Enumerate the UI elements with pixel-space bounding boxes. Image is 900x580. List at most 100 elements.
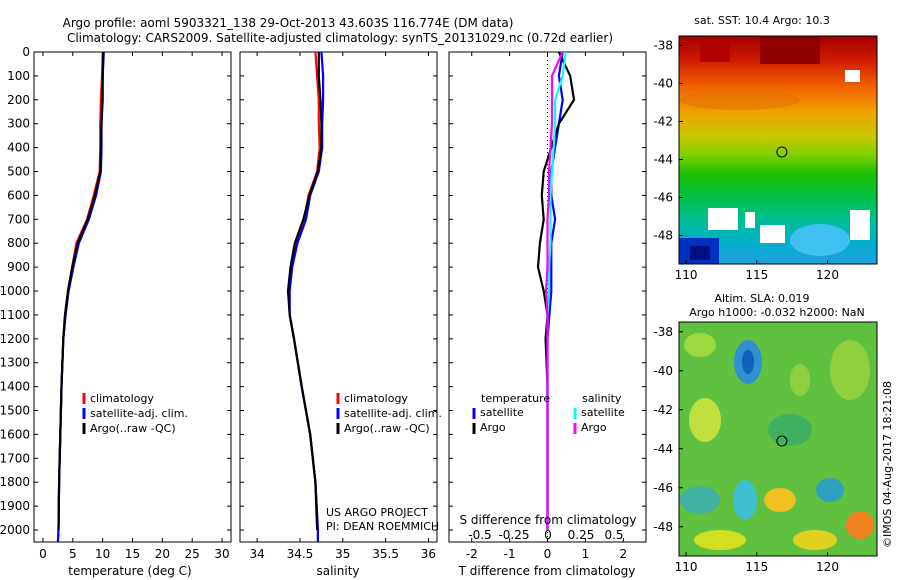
legend-label: Argo(..raw -QC) xyxy=(344,422,430,435)
map-y-tick-label: -46 xyxy=(653,481,673,495)
difference-legend: temperature salinity satellite Argo sate… xyxy=(472,392,625,434)
y-tick-label: 400 xyxy=(7,141,30,155)
project-annotation: US ARGO PROJECT xyxy=(326,506,428,519)
x-tick-label: 25 xyxy=(185,547,200,561)
sla-high xyxy=(694,530,746,550)
series-line xyxy=(56,51,105,543)
map-x-tick-label: 120 xyxy=(816,560,839,574)
s-tick: 0 xyxy=(544,528,552,542)
sst-map-title: sat. SST: 10.4 Argo: 10.3 xyxy=(694,14,830,27)
legend-label: satellite xyxy=(480,406,524,419)
map-y-tick-label: -40 xyxy=(653,364,673,378)
x-tick-label: 36 xyxy=(421,547,436,561)
y-tick-label: 1200 xyxy=(0,332,30,346)
salinity-xlabel: salinity xyxy=(316,564,359,578)
y-tick-label: 0 xyxy=(22,45,30,59)
y-tick-label: 2000 xyxy=(0,523,30,537)
y-tick-label: 200 xyxy=(7,93,30,107)
sla-map-frame xyxy=(678,321,878,557)
difference-chart: -2 -1 0 1 2 xyxy=(449,51,646,561)
map-x-tick-label: 110 xyxy=(675,268,698,282)
map-x-tick-label: 120 xyxy=(816,268,839,282)
x-tick-label: 1 xyxy=(582,547,590,561)
legend-label: climatology xyxy=(90,392,154,405)
sst-map-frame xyxy=(678,35,878,265)
y-tick-label: 1100 xyxy=(0,308,30,322)
y-tick-label: 800 xyxy=(7,236,30,250)
s-tick: 0.25 xyxy=(568,528,595,542)
pi-annotation: PI: DEAN ROEMMICH xyxy=(326,520,439,533)
legend-label: satellite xyxy=(581,406,625,419)
y-tick-label: 1500 xyxy=(0,404,30,418)
y-tick-label: 500 xyxy=(7,165,30,179)
y-tick-label: 700 xyxy=(7,212,30,226)
x-tick-label: 10 xyxy=(95,547,110,561)
map-y-tick-label: -46 xyxy=(653,191,673,205)
map-x-tick-label: 115 xyxy=(745,560,768,574)
argo-position-marker xyxy=(776,146,788,158)
x-tick-label: 35.5 xyxy=(372,547,399,561)
salinity-legend: climatology satellite-adj. clim. Argo(..… xyxy=(336,392,442,435)
sla-high xyxy=(689,398,721,442)
sla-map-subtitle: Argo h1000: -0.032 h2000: NaN xyxy=(689,306,865,319)
y-tick-label: 1400 xyxy=(0,380,30,394)
legend-label: Argo(..raw -QC) xyxy=(90,422,176,435)
x-tick-label: 2 xyxy=(619,547,627,561)
y-tick-label: 1900 xyxy=(0,499,30,513)
map-y-tick-label: -42 xyxy=(653,403,673,417)
map-y-tick-label: -38 xyxy=(653,39,673,53)
x-tick-label: -1 xyxy=(504,547,516,561)
legend-label: satellite-adj. clim. xyxy=(344,407,442,420)
legend-label: Argo xyxy=(480,421,506,434)
map-y-tick-label: -40 xyxy=(653,77,673,91)
x-tick-label: 15 xyxy=(125,547,140,561)
s-tick: 0.5 xyxy=(604,528,623,542)
sst-cold-patch xyxy=(690,246,710,260)
sla-high xyxy=(846,511,874,539)
sla-high xyxy=(790,364,810,396)
sla-low xyxy=(680,486,720,514)
map-y-tick-label: -44 xyxy=(653,442,673,456)
x-tick-label: 0 xyxy=(544,547,552,561)
y-tick-label: 1300 xyxy=(0,356,30,370)
series-line xyxy=(287,51,321,542)
x-tick-label: 30 xyxy=(214,547,229,561)
y-tick-label: 1000 xyxy=(0,284,30,298)
sst-missing xyxy=(845,70,860,82)
sla-high xyxy=(684,333,716,357)
map-y-tick-label: -44 xyxy=(653,153,673,167)
s-diff-ticks: -0.5 -0.25 0 0.25 0.5 xyxy=(468,528,623,542)
difference-xlabel-top: S difference from climatology xyxy=(460,513,637,527)
legend-label: satellite-adj. clim. xyxy=(90,407,188,420)
map-y-tick-label: -42 xyxy=(653,115,673,129)
x-tick-label: 5 xyxy=(69,547,77,561)
x-tick-label: 0 xyxy=(39,547,47,561)
s-tick: -0.25 xyxy=(498,528,529,542)
y-tick-label: 100 xyxy=(7,69,30,83)
header-line-1: Argo profile: aoml 5903321_138 29-Oct-20… xyxy=(63,16,514,30)
sla-high xyxy=(764,488,796,512)
sst-warm-patch xyxy=(700,40,730,62)
header-line-2: Climatology: CARS2009. Satellite-adjuste… xyxy=(67,31,613,45)
s-tick: -0.5 xyxy=(468,528,491,542)
salinity-chart: 34 34.5 35 35.5 36 xyxy=(240,51,437,561)
series-line xyxy=(56,51,104,543)
salinity-panel xyxy=(239,51,438,543)
series-line xyxy=(544,51,564,530)
sst-cool-patch xyxy=(790,224,850,256)
sla-low xyxy=(768,414,812,446)
temperature-chart: 0 5 10 15 20 25 300100200300400500600700800900… xyxy=(0,45,231,561)
map-y-tick-label: -48 xyxy=(653,229,673,243)
y-tick-label: 1600 xyxy=(0,427,30,441)
copyright-stamp: ©IMOS 04-Aug-2017 18:21:08 xyxy=(881,381,894,548)
x-tick-label: 35 xyxy=(335,547,350,561)
sst-band xyxy=(680,90,800,110)
sla-low xyxy=(816,478,844,502)
legend-label: Argo xyxy=(581,421,607,434)
series-line xyxy=(57,51,105,531)
legend-label: climatology xyxy=(344,392,408,405)
map-x-tick-label: 110 xyxy=(675,560,698,574)
sst-missing xyxy=(850,210,870,240)
sla-low xyxy=(733,480,757,520)
